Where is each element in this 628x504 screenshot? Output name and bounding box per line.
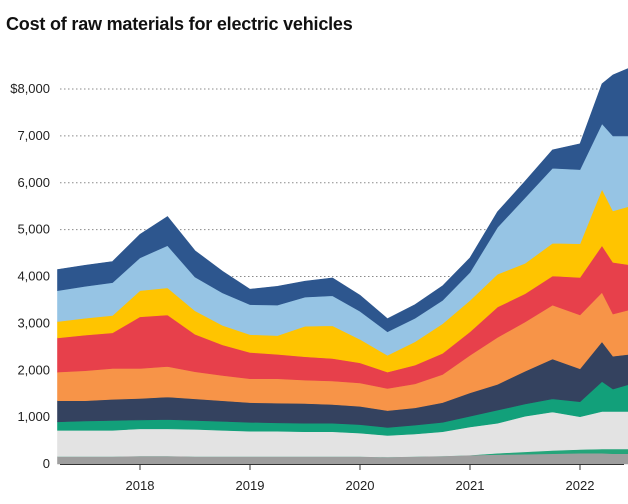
area-series (57, 68, 628, 465)
y-tick-label: 5,000 (17, 222, 50, 237)
area-series-10 (57, 68, 628, 333)
y-axis-ticks: 0 1,000 2,000 3,000 4,000 5,000 6,000 7,000 $8,0… (10, 81, 50, 471)
y-tick-label: 1,000 (17, 409, 50, 424)
y-tick-label: 4,000 (17, 269, 50, 284)
y-tick-label: 7,000 (17, 128, 50, 143)
x-tick-label: 2019 (236, 478, 265, 493)
y-tick-label: 0 (43, 456, 50, 471)
y-tick-label: 2,000 (17, 362, 50, 377)
y-tick-label: $8,000 (10, 81, 50, 96)
x-tick-label: 2021 (456, 478, 485, 493)
y-tick-label: 3,000 (17, 315, 50, 330)
y-tick-label: 6,000 (17, 175, 50, 190)
x-tick-label: 2020 (346, 478, 375, 493)
x-axis: 2018 2019 2020 2021 2022 (60, 464, 624, 493)
x-tick-label: 2022 (566, 478, 595, 493)
x-tick-label: 2018 (126, 478, 155, 493)
chart-title: Cost of raw materials for electric vehic… (6, 14, 353, 34)
